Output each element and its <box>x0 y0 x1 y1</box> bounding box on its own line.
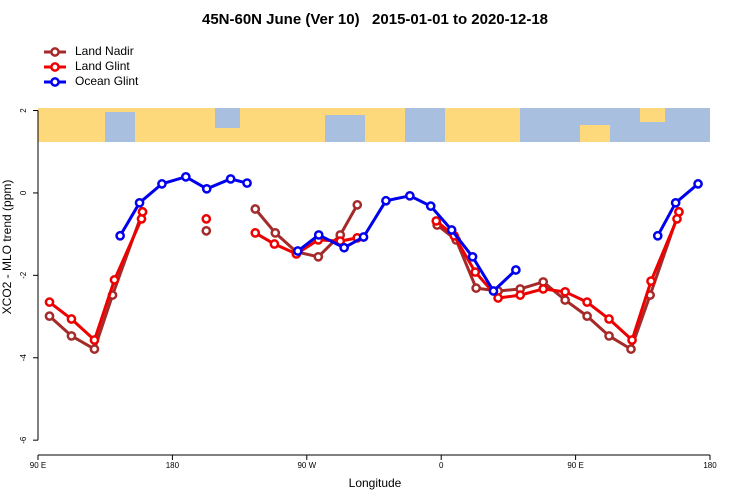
data-point <box>582 297 592 307</box>
data-point <box>646 276 656 286</box>
data-point <box>44 311 55 321</box>
legend-label: Land Nadir <box>75 44 134 58</box>
map-strip <box>38 108 710 142</box>
data-point <box>471 283 481 293</box>
x-tick-label: 180 <box>703 461 717 470</box>
y-tick-label: 2 <box>19 108 28 113</box>
data-point <box>44 297 55 307</box>
data-point <box>604 331 614 341</box>
data-point <box>604 314 614 324</box>
x-tick-label: 90 E <box>567 461 583 470</box>
x-axis-label: Longitude <box>349 476 402 490</box>
legend-marker <box>50 47 60 57</box>
x-tick-label: 0 <box>439 461 444 470</box>
data-point <box>488 286 499 296</box>
x-tick-label: 180 <box>166 461 180 470</box>
data-point <box>225 174 236 184</box>
data-point <box>66 314 77 324</box>
series-line <box>254 204 359 259</box>
data-point <box>89 335 100 345</box>
data-point <box>313 230 324 240</box>
y-tick-label: -2 <box>19 271 28 279</box>
y-tick-label: -6 <box>19 436 28 444</box>
data-point <box>470 267 481 277</box>
data-point <box>242 178 252 188</box>
data-point <box>381 195 391 206</box>
data-point <box>270 228 281 238</box>
data-point <box>693 179 703 189</box>
y-tick-label: -4 <box>19 354 28 362</box>
series <box>115 172 703 296</box>
data-point <box>358 232 369 242</box>
series-line <box>48 211 144 351</box>
y-axis-label: XCO2 - MLO trend (ppm) <box>0 180 14 315</box>
data-point <box>674 207 684 217</box>
data-point <box>582 311 592 321</box>
data-point <box>352 200 363 210</box>
legend-marker <box>50 77 60 87</box>
data-point <box>560 295 570 305</box>
legend-label: Ocean Glint <box>75 74 139 88</box>
data-point <box>339 242 349 253</box>
data-point <box>134 197 145 208</box>
data-point <box>201 225 212 236</box>
data-point <box>66 331 77 341</box>
data-point <box>89 344 100 354</box>
series-line <box>48 211 145 342</box>
data-point <box>538 284 549 294</box>
data-point <box>493 293 503 303</box>
series-line <box>436 211 681 351</box>
x-tick-label: 90 E <box>30 461 46 470</box>
legend-label: Land Glint <box>75 59 130 73</box>
data-point <box>425 201 436 211</box>
data-point <box>626 344 636 354</box>
data-point <box>250 204 261 214</box>
data-point <box>446 225 457 235</box>
data-point <box>250 228 261 238</box>
data-point <box>157 179 167 189</box>
data-point <box>515 290 526 300</box>
data-point <box>313 251 324 262</box>
data-point <box>467 251 478 262</box>
data-point <box>201 183 212 194</box>
data-point <box>137 207 148 217</box>
y-tick-label: 0 <box>19 190 28 195</box>
data-point <box>292 246 303 256</box>
data-point <box>627 335 637 345</box>
x-tick-label: 90 W <box>297 461 316 470</box>
data-point <box>652 230 663 241</box>
data-point <box>109 275 120 285</box>
data-point <box>560 286 570 297</box>
series <box>44 207 684 345</box>
data-point <box>180 172 191 182</box>
data-point <box>201 214 212 224</box>
data-point <box>115 230 125 241</box>
data-point <box>670 197 681 208</box>
data-point <box>404 190 415 201</box>
chart-title: 45N-60N June (Ver 10) 2015-01-01 to 2020… <box>202 11 548 28</box>
data-point <box>431 216 442 226</box>
legend-marker <box>50 62 60 72</box>
series <box>44 200 684 354</box>
data-point <box>511 265 521 275</box>
data-point <box>269 239 280 249</box>
